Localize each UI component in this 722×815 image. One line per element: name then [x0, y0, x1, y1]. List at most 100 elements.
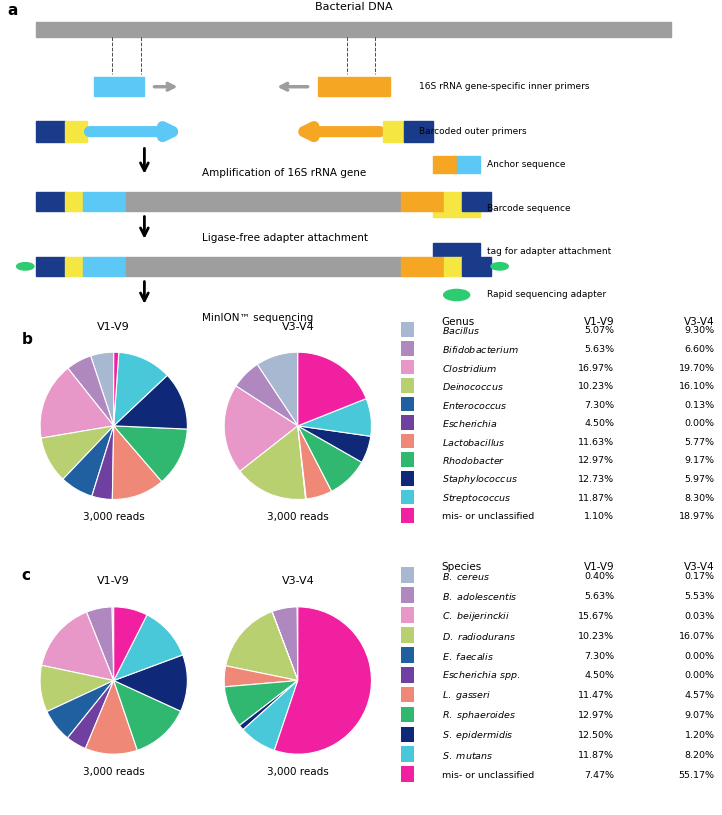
Wedge shape — [272, 611, 298, 681]
Text: 6.60%: 6.60% — [684, 345, 715, 354]
Circle shape — [17, 262, 34, 270]
Title: V1-V9: V1-V9 — [97, 576, 130, 586]
Bar — [401, 747, 414, 762]
Text: $\it{Enterococcus}$: $\it{Enterococcus}$ — [442, 399, 507, 411]
Text: Genus: Genus — [442, 317, 475, 328]
Text: 11.87%: 11.87% — [578, 751, 614, 760]
Text: $\it{Escherichia}$ $\it{spp.}$: $\it{Escherichia}$ $\it{spp.}$ — [442, 669, 520, 682]
Text: 3,000 reads: 3,000 reads — [267, 767, 329, 777]
Wedge shape — [68, 356, 114, 425]
Wedge shape — [236, 364, 298, 425]
Bar — [401, 416, 414, 430]
Text: V3-V4: V3-V4 — [684, 317, 715, 328]
Text: 9.30%: 9.30% — [684, 326, 715, 335]
Wedge shape — [114, 681, 180, 751]
Text: 0.00%: 0.00% — [684, 419, 715, 428]
Text: 0.00%: 0.00% — [684, 672, 715, 681]
Bar — [383, 121, 404, 143]
Bar — [401, 192, 444, 210]
Bar — [65, 121, 87, 143]
Bar — [401, 667, 414, 683]
Text: Barcoded outer primers: Barcoded outer primers — [419, 127, 526, 136]
Text: 0.00%: 0.00% — [684, 651, 715, 661]
Wedge shape — [272, 607, 298, 681]
Text: 18.97%: 18.97% — [679, 512, 715, 521]
Text: $\it{B.}$ $\it{adolescentis}$: $\it{B.}$ $\it{adolescentis}$ — [442, 591, 517, 602]
Bar — [401, 567, 414, 583]
Bar — [401, 378, 414, 393]
Text: $\it{Deinococcus}$: $\it{Deinococcus}$ — [442, 381, 503, 392]
Text: $\it{S.}$ $\it{epidermidis}$: $\it{S.}$ $\it{epidermidis}$ — [442, 729, 513, 742]
Text: $\it{D.}$ $\it{radiodurans}$: $\it{D.}$ $\it{radiodurans}$ — [442, 631, 516, 641]
Wedge shape — [114, 615, 183, 681]
Wedge shape — [240, 425, 305, 500]
Text: a: a — [7, 3, 17, 18]
Bar — [433, 156, 456, 174]
Wedge shape — [297, 607, 298, 681]
Text: $\it{Escherichia}$: $\it{Escherichia}$ — [442, 418, 497, 430]
Wedge shape — [298, 425, 306, 499]
Wedge shape — [114, 655, 187, 711]
Text: 11.63%: 11.63% — [578, 438, 614, 447]
Bar — [444, 192, 462, 210]
Bar — [401, 452, 414, 467]
Wedge shape — [225, 666, 298, 687]
Title: V3-V4: V3-V4 — [282, 322, 314, 332]
Text: $\it{Staphylococcus}$: $\it{Staphylococcus}$ — [442, 473, 518, 486]
Text: c: c — [22, 568, 30, 583]
Wedge shape — [274, 607, 371, 754]
Wedge shape — [114, 425, 187, 482]
Bar — [401, 509, 414, 523]
Bar — [36, 22, 671, 37]
Text: $\it{C.}$ $\it{beijerinckii}$: $\it{C.}$ $\it{beijerinckii}$ — [442, 610, 510, 623]
Text: 7.47%: 7.47% — [584, 771, 614, 780]
Wedge shape — [40, 665, 114, 711]
Bar — [401, 397, 414, 412]
Text: 19.70%: 19.70% — [679, 363, 715, 372]
Text: 5.77%: 5.77% — [684, 438, 715, 447]
Text: mis- or unclassified: mis- or unclassified — [442, 771, 534, 780]
Wedge shape — [113, 352, 119, 425]
Bar — [83, 192, 126, 210]
Text: Anchor sequence: Anchor sequence — [487, 161, 566, 170]
Text: 3,000 reads: 3,000 reads — [83, 767, 144, 777]
Text: 55.17%: 55.17% — [679, 771, 715, 780]
Text: 0.03%: 0.03% — [684, 612, 715, 621]
Text: mis- or unclassified: mis- or unclassified — [442, 512, 534, 521]
Bar — [65, 257, 83, 275]
Text: $\it{Lactobacillus}$: $\it{Lactobacillus}$ — [442, 437, 505, 447]
Bar — [401, 726, 414, 742]
Circle shape — [443, 289, 469, 301]
Bar — [401, 490, 414, 504]
Text: 8.20%: 8.20% — [684, 751, 715, 760]
Text: 4.57%: 4.57% — [684, 691, 715, 700]
Wedge shape — [240, 681, 298, 729]
Bar — [401, 627, 414, 643]
Text: 11.47%: 11.47% — [578, 691, 614, 700]
Text: 9.07%: 9.07% — [684, 711, 715, 720]
Bar — [462, 192, 491, 210]
Text: 16.07%: 16.07% — [679, 632, 715, 641]
Text: 10.23%: 10.23% — [578, 632, 614, 641]
Text: 4.50%: 4.50% — [584, 672, 614, 681]
Text: 4.50%: 4.50% — [584, 419, 614, 428]
Text: 5.97%: 5.97% — [684, 475, 715, 484]
Text: Barcode sequence: Barcode sequence — [487, 204, 571, 213]
Text: $\it{B.}$ $\it{cereus}$: $\it{B.}$ $\it{cereus}$ — [442, 571, 490, 582]
Bar — [456, 156, 480, 174]
Text: 16.97%: 16.97% — [578, 363, 614, 372]
Text: 9.17%: 9.17% — [684, 456, 715, 465]
Text: V1-V9: V1-V9 — [583, 562, 614, 572]
Text: Ligase-free adapter attachment: Ligase-free adapter attachment — [202, 233, 368, 244]
Wedge shape — [68, 681, 114, 748]
Text: V3-V4: V3-V4 — [684, 562, 715, 572]
Bar — [36, 121, 65, 143]
Wedge shape — [257, 352, 298, 425]
Text: 5.53%: 5.53% — [684, 592, 715, 601]
Wedge shape — [298, 425, 362, 491]
Text: Amplification of 16S rRNA gene: Amplification of 16S rRNA gene — [202, 169, 366, 178]
Text: V1-V9: V1-V9 — [583, 317, 614, 328]
Circle shape — [491, 262, 508, 270]
Wedge shape — [85, 681, 137, 754]
Title: V3-V4: V3-V4 — [282, 576, 314, 586]
